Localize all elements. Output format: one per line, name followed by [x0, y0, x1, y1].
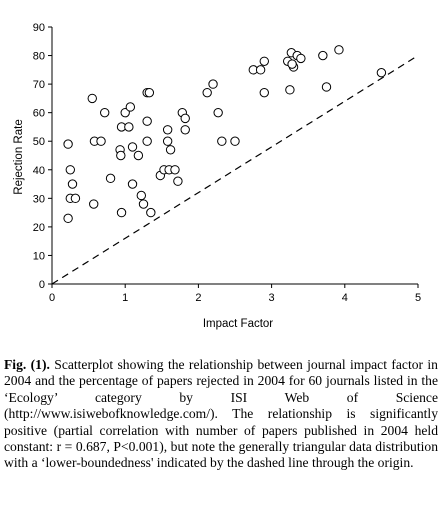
data-point: [259, 56, 269, 66]
data-point: [63, 139, 73, 149]
data-point: [217, 136, 227, 146]
data-point: [105, 173, 116, 184]
y-tick-label: 80: [33, 51, 45, 63]
x-tick-label: 0: [49, 292, 55, 304]
scatter-chart: 0 1 2 3 4 5 0 10 20 30 40 50 60 70 80 90 Impact Factor…: [13, 22, 421, 330]
data-point: [124, 122, 134, 132]
y-tick-label: 20: [33, 222, 45, 234]
y-tick-label: 0: [39, 279, 45, 291]
data-point: [127, 142, 138, 152]
y-axis-label: Rejection Rate: [13, 119, 25, 194]
data-point: [136, 190, 147, 201]
data-point: [208, 79, 218, 89]
data-point: [321, 82, 332, 92]
data-point: [230, 136, 240, 146]
data-point: [89, 199, 99, 209]
data-point: [376, 67, 387, 78]
data-point: [162, 125, 173, 135]
data-point: [255, 65, 266, 75]
data-point: [100, 107, 110, 118]
x-tick-label: 4: [342, 292, 348, 304]
caption-text: Scatterplot showing the relationship bet…: [4, 357, 438, 471]
data-point: [285, 85, 295, 95]
data-point: [142, 116, 152, 126]
data-point: [96, 136, 106, 146]
data-point: [87, 93, 97, 104]
data-point: [142, 136, 152, 146]
y-tick-label: 90: [33, 22, 45, 34]
y-tick-label: 10: [33, 250, 45, 262]
data-point: [180, 125, 190, 135]
data-points: [63, 45, 387, 224]
data-point: [120, 107, 130, 118]
y-tick-label: 70: [33, 79, 45, 91]
y-tick-label: 60: [33, 108, 45, 120]
data-point: [144, 87, 155, 98]
data-point: [63, 213, 73, 224]
dashed-reference-line: [51, 55, 419, 285]
y-tick-labels: 0 10 20 30 40 50 60 70 80 90: [33, 22, 45, 291]
data-point: [127, 179, 138, 189]
tick-marks: [48, 26, 419, 288]
data-point: [180, 113, 190, 124]
figure-caption: Fig. (1). Scatterplot showing the relati…: [4, 357, 438, 472]
data-point: [65, 165, 76, 175]
x-axis-label: Impact Factor: [203, 318, 273, 330]
reference-line-group: [51, 55, 419, 285]
x-tick-labels: 0 1 2 3 4 5: [49, 292, 421, 304]
data-point: [138, 199, 149, 209]
data-point: [162, 136, 173, 146]
x-tick-label: 2: [195, 292, 201, 304]
data-point: [70, 193, 81, 204]
data-point: [170, 165, 180, 175]
data-point: [213, 107, 223, 118]
data-point: [287, 59, 297, 69]
axes: [51, 27, 418, 285]
data-point: [296, 53, 306, 64]
y-tick-label: 40: [33, 165, 45, 177]
data-point: [125, 102, 136, 112]
data-point: [116, 207, 127, 218]
x-tick-label: 3: [269, 292, 275, 304]
data-point: [67, 179, 78, 189]
x-tick-label: 5: [415, 292, 421, 304]
data-point: [116, 150, 126, 161]
y-tick-label: 50: [33, 136, 45, 148]
y-tick-label: 30: [33, 193, 45, 205]
data-point: [259, 87, 269, 98]
caption-label: Fig. (1).: [4, 357, 50, 372]
data-point: [318, 50, 328, 61]
x-tick-label: 1: [122, 292, 128, 304]
data-point: [165, 145, 176, 155]
data-point: [133, 150, 144, 161]
data-point: [173, 176, 183, 186]
data-point: [334, 45, 344, 55]
data-point: [202, 87, 212, 98]
data-point: [146, 207, 156, 218]
